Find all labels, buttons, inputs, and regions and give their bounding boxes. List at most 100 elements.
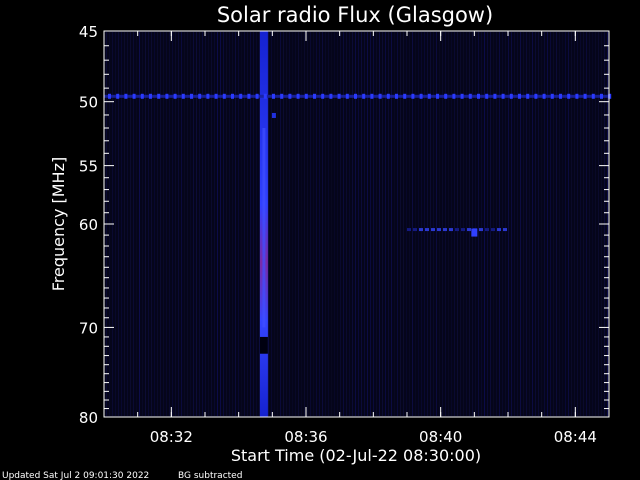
noise-streak [385, 32, 386, 416]
noise-streak [478, 32, 479, 416]
noise-streak [355, 32, 356, 416]
plot-background [104, 31, 609, 417]
y-tick-label: 45 [79, 23, 98, 41]
emission-blip [479, 228, 483, 232]
noise-streak [217, 32, 218, 416]
interference-dot [132, 93, 136, 99]
interference-dot [124, 93, 128, 99]
noise-streak [130, 32, 131, 416]
interference-dot [329, 93, 333, 99]
noise-streak [502, 32, 503, 416]
interference-dot [362, 93, 366, 99]
noise-streak [397, 32, 398, 416]
noise-streak [481, 32, 482, 416]
noise-streak [349, 32, 350, 416]
noise-streak [589, 32, 590, 416]
noise-streak [376, 32, 377, 416]
noise-streak [178, 32, 179, 416]
noise-streak [145, 32, 146, 416]
interference-dot [501, 93, 505, 99]
noise-streak [493, 32, 494, 416]
noise-streak [562, 32, 563, 416]
noise-streak [238, 32, 239, 416]
noise-streak [268, 32, 269, 416]
noise-streak [328, 32, 329, 416]
noise-streak [406, 32, 407, 416]
emission-blip [491, 228, 495, 232]
noise-streak [202, 32, 203, 416]
noise-streak [187, 32, 188, 416]
noise-streak [274, 32, 275, 416]
noise-streak [331, 32, 332, 416]
interference-dot [263, 93, 267, 99]
noise-streak [523, 32, 524, 416]
noise-streak [532, 32, 533, 416]
noise-streak [529, 32, 530, 416]
interference-dot [222, 93, 226, 99]
noise-streak [325, 32, 326, 416]
chart-title: Solar radio Flux (Glasgow) [217, 3, 493, 27]
noise-streak [496, 32, 497, 416]
noise-streak [160, 32, 161, 416]
noise-streak [175, 32, 176, 416]
noise-streak [565, 32, 566, 416]
noise-streak [427, 32, 428, 416]
interference-dot [403, 93, 407, 99]
interference-dot [255, 93, 259, 99]
noise-streak [517, 32, 518, 416]
noise-streak [307, 32, 308, 416]
interference-dot [173, 93, 177, 99]
noise-streak [559, 32, 560, 416]
x-tick-label: 08:44 [554, 428, 597, 446]
noise-streak [373, 32, 374, 416]
emission-blip [461, 228, 465, 232]
x-axis: 08:32 08:36 08:40 08:44 [103, 31, 610, 446]
interference-dot [411, 93, 415, 99]
emission-blip [407, 228, 411, 232]
noise-streak [403, 32, 404, 416]
noise-streak [313, 32, 314, 416]
noise-streak [181, 32, 182, 416]
noise-streak [139, 32, 140, 416]
emission-blip [497, 228, 501, 232]
noise-streak [394, 32, 395, 416]
emission-peak [471, 228, 478, 237]
noise-streak [388, 32, 389, 416]
y-axis: 45 50 55 60 70 80 [79, 23, 609, 427]
noise-streak [424, 32, 425, 416]
noise-streak [235, 32, 236, 416]
noise-streak [421, 32, 422, 416]
emission-blip [437, 228, 441, 232]
interference-dot [239, 93, 243, 99]
burst-gap [259, 336, 268, 354]
noise-streak [448, 32, 449, 416]
interference-dot [493, 93, 497, 99]
noise-streak [367, 32, 368, 416]
interference-dot [550, 93, 554, 99]
noise-streak [451, 32, 452, 416]
noise-streak [280, 32, 281, 416]
noise-streak [436, 32, 437, 416]
noise-streak [196, 32, 197, 416]
noise-streak [595, 32, 596, 416]
noise-streak [475, 32, 476, 416]
interference-dot [165, 93, 169, 99]
interference-dot [140, 93, 144, 99]
noise-streak [352, 32, 353, 416]
x-axis-label: Start Time (02-Jul-22 08:30:00) [231, 446, 481, 465]
interference-dot [444, 93, 448, 99]
y-tick-label: 55 [79, 158, 98, 176]
noise-streak [430, 32, 431, 416]
interference-dot [419, 93, 423, 99]
interference-dot [149, 93, 152, 99]
noise-streak [319, 32, 320, 416]
interference-dot [534, 93, 538, 99]
noise-streak [550, 32, 551, 416]
noise-streak [526, 32, 527, 416]
emission-blip [467, 228, 471, 232]
noise-streak [571, 32, 572, 416]
interference-dot [608, 93, 612, 99]
noise-streak [508, 32, 509, 416]
emission-blip [455, 228, 459, 232]
interference-dot [600, 93, 603, 99]
